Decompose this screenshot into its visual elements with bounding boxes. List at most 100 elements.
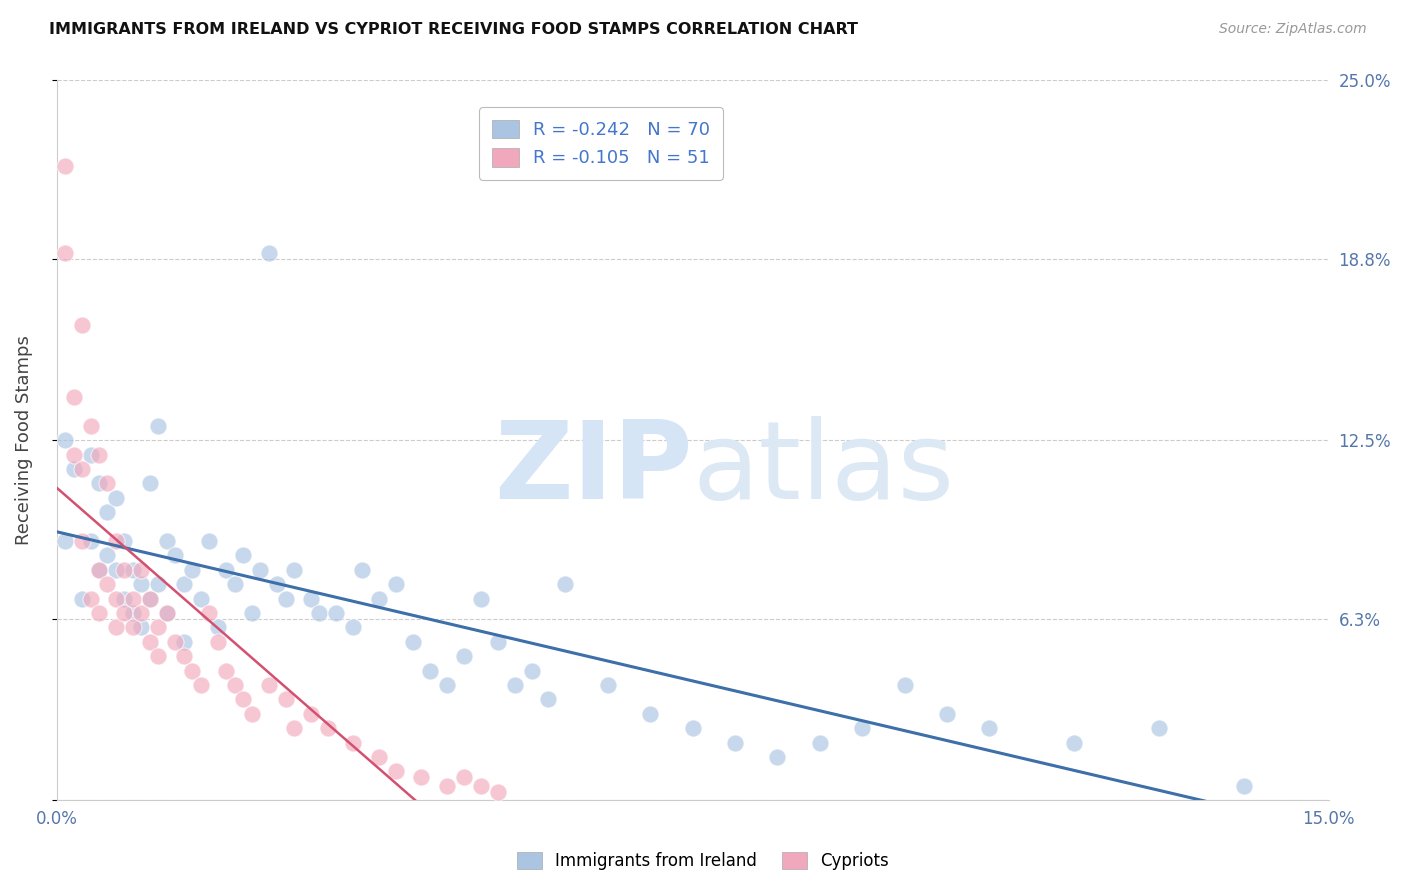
Point bbox=[156, 533, 179, 548]
Point bbox=[190, 591, 212, 606]
Point bbox=[96, 505, 118, 519]
Point bbox=[520, 664, 543, 678]
Point bbox=[156, 606, 179, 620]
Point bbox=[104, 533, 127, 548]
Point bbox=[131, 606, 153, 620]
Text: Source: ZipAtlas.com: Source: ZipAtlas.com bbox=[1219, 22, 1367, 37]
Point bbox=[139, 476, 162, 491]
Point bbox=[104, 563, 127, 577]
Point bbox=[79, 418, 101, 433]
Point bbox=[87, 563, 110, 577]
Point bbox=[70, 318, 93, 332]
Point bbox=[249, 563, 271, 577]
Point bbox=[114, 533, 136, 548]
Point bbox=[104, 620, 127, 634]
Point bbox=[299, 591, 322, 606]
Point bbox=[808, 736, 831, 750]
Point bbox=[325, 606, 347, 620]
Point bbox=[240, 706, 263, 721]
Point bbox=[936, 706, 959, 721]
Point bbox=[53, 533, 76, 548]
Point bbox=[486, 784, 509, 798]
Point bbox=[436, 678, 458, 692]
Point bbox=[122, 591, 145, 606]
Point bbox=[70, 591, 93, 606]
Point bbox=[436, 779, 458, 793]
Point bbox=[70, 462, 93, 476]
Point bbox=[104, 491, 127, 505]
Point bbox=[266, 577, 288, 591]
Point bbox=[53, 160, 76, 174]
Point bbox=[257, 678, 280, 692]
Point bbox=[122, 563, 145, 577]
Point bbox=[62, 390, 84, 404]
Point bbox=[122, 606, 145, 620]
Point bbox=[367, 750, 389, 764]
Point bbox=[62, 448, 84, 462]
Point bbox=[114, 606, 136, 620]
Point bbox=[148, 418, 170, 433]
Point bbox=[53, 245, 76, 260]
Point bbox=[274, 692, 297, 706]
Point bbox=[274, 591, 297, 606]
Point bbox=[131, 563, 153, 577]
Point bbox=[215, 563, 238, 577]
Point bbox=[283, 563, 305, 577]
Point bbox=[1063, 736, 1085, 750]
Point bbox=[240, 606, 263, 620]
Point bbox=[104, 591, 127, 606]
Point bbox=[342, 736, 364, 750]
Point bbox=[190, 678, 212, 692]
Point bbox=[87, 606, 110, 620]
Point bbox=[173, 577, 195, 591]
Point bbox=[299, 706, 322, 721]
Point bbox=[1147, 721, 1170, 735]
Point bbox=[224, 577, 246, 591]
Point bbox=[486, 634, 509, 648]
Point bbox=[87, 563, 110, 577]
Point bbox=[537, 692, 560, 706]
Point bbox=[96, 577, 118, 591]
Point bbox=[402, 634, 425, 648]
Point bbox=[283, 721, 305, 735]
Point bbox=[215, 664, 238, 678]
Point bbox=[385, 764, 408, 779]
Legend: Immigrants from Ireland, Cypriots: Immigrants from Ireland, Cypriots bbox=[510, 845, 896, 877]
Text: ZIP: ZIP bbox=[494, 416, 693, 522]
Point bbox=[316, 721, 339, 735]
Point bbox=[148, 577, 170, 591]
Text: IMMIGRANTS FROM IRELAND VS CYPRIOT RECEIVING FOOD STAMPS CORRELATION CHART: IMMIGRANTS FROM IRELAND VS CYPRIOT RECEI… bbox=[49, 22, 858, 37]
Point bbox=[156, 606, 179, 620]
Point bbox=[114, 563, 136, 577]
Text: atlas: atlas bbox=[693, 416, 955, 522]
Point bbox=[87, 448, 110, 462]
Point bbox=[554, 577, 576, 591]
Point bbox=[122, 620, 145, 634]
Y-axis label: Receiving Food Stamps: Receiving Food Stamps bbox=[15, 335, 32, 545]
Point bbox=[173, 649, 195, 664]
Point bbox=[766, 750, 789, 764]
Point bbox=[131, 577, 153, 591]
Point bbox=[638, 706, 661, 721]
Point bbox=[257, 245, 280, 260]
Point bbox=[139, 591, 162, 606]
Point bbox=[148, 620, 170, 634]
Point bbox=[79, 591, 101, 606]
Point bbox=[62, 462, 84, 476]
Point bbox=[367, 591, 389, 606]
Point bbox=[165, 634, 187, 648]
Point bbox=[96, 549, 118, 563]
Point bbox=[79, 533, 101, 548]
Point bbox=[224, 678, 246, 692]
Point bbox=[724, 736, 747, 750]
Point bbox=[139, 634, 162, 648]
Point bbox=[979, 721, 1001, 735]
Point bbox=[350, 563, 373, 577]
Point bbox=[181, 563, 204, 577]
Point bbox=[385, 577, 408, 591]
Point bbox=[198, 533, 221, 548]
Point bbox=[96, 476, 118, 491]
Point bbox=[232, 692, 254, 706]
Point bbox=[453, 770, 475, 784]
Point bbox=[165, 549, 187, 563]
